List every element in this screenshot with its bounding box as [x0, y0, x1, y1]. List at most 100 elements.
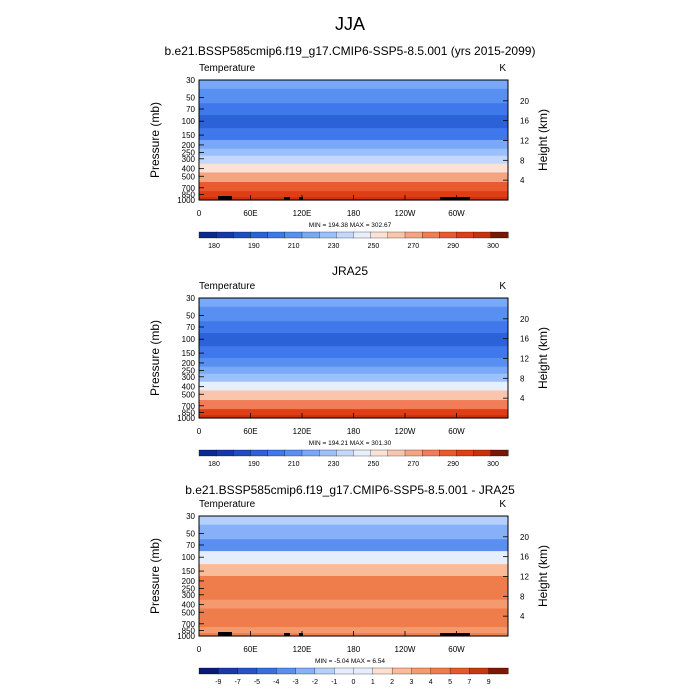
colorbar-label: 9 — [487, 679, 491, 686]
field-band — [199, 163, 508, 174]
colorbar-swatch — [353, 449, 372, 457]
y-tick-label: 850 — [182, 190, 196, 199]
panel-title: b.e21.BSSP585cmip6.f19_g17.CMIP6-SSP5-8.… — [185, 483, 515, 497]
colorbar-swatch — [319, 231, 337, 239]
y-tick-label: 700 — [182, 402, 196, 411]
y-right-tick-label: 20 — [520, 533, 529, 542]
units-label: K — [499, 63, 506, 74]
field-band — [199, 608, 508, 619]
field-band — [199, 591, 508, 601]
colorbar-swatch — [198, 667, 219, 675]
y-tick-label: 100 — [182, 553, 196, 562]
field-band — [199, 584, 508, 593]
colorbar-swatch — [198, 231, 217, 239]
x-tick-label: 120E — [293, 209, 312, 218]
y-right-tick-label: 20 — [520, 97, 529, 106]
y-tick-label: 200 — [182, 141, 196, 150]
colorbar-swatch — [404, 231, 423, 239]
variable-label: Temperature — [199, 499, 256, 510]
colorbar-label: 0 — [352, 679, 356, 686]
y-tick-label: 70 — [186, 105, 195, 114]
y-right-tick-label: 8 — [520, 374, 525, 383]
colorbar-swatch — [336, 231, 355, 239]
x-tick-label: 120W — [395, 427, 416, 436]
x-tick-label: 120W — [395, 209, 416, 218]
colorbar-label: -7 — [235, 679, 241, 686]
colorbar-swatch — [198, 449, 217, 457]
colorbar-swatch — [411, 667, 432, 675]
terrain-mask — [284, 197, 290, 200]
y-tick-label: 30 — [186, 76, 195, 85]
colorbar-swatch — [216, 231, 234, 239]
colorbar-label: 2 — [390, 679, 394, 686]
stats-label: MIN = 194.38 MAX = 302.67 — [309, 222, 392, 229]
colorbar-swatch — [284, 449, 303, 457]
y-tick-label: 30 — [186, 294, 195, 303]
field-bands — [199, 516, 508, 637]
colorbar-swatch — [422, 231, 440, 239]
x-tick-label: 180 — [347, 427, 361, 436]
season-title: JJA — [335, 14, 365, 34]
field-band — [199, 358, 508, 368]
field-band — [199, 172, 508, 183]
panel-2: JRA25 Temperature K3050701001502002503004… — [148, 264, 550, 468]
terrain-mask — [440, 633, 470, 636]
x-tick-label: 120W — [395, 645, 416, 654]
x-tick-label: 60E — [243, 645, 257, 654]
y-tick-label: 1000 — [177, 196, 195, 205]
panel-3: b.e21.BSSP585cmip6.f19_g17.CMIP6-SSP5-8.… — [148, 483, 550, 686]
y-right-tick-label: 8 — [520, 156, 525, 165]
colorbar-swatch — [334, 667, 355, 675]
y-right-tick-label: 12 — [520, 354, 529, 363]
field-band — [199, 390, 508, 401]
colorbar-swatch — [387, 449, 406, 457]
variable-label: Temperature — [199, 63, 256, 74]
field-band — [199, 564, 508, 577]
field-band — [199, 191, 508, 198]
panel-title: b.e21.BSSP585cmip6.f19_g17.CMIP6-SSP5-8.… — [165, 44, 536, 58]
colorbar-label: -4 — [273, 679, 279, 686]
y-tick-label: 50 — [186, 93, 195, 102]
y-tick-label: 300 — [182, 373, 196, 382]
colorbar-label: 290 — [447, 243, 459, 250]
colorbar-swatch — [301, 231, 320, 239]
y-tick-label: 250 — [182, 585, 196, 594]
field-band — [199, 539, 508, 552]
field-band — [199, 298, 508, 308]
field-band — [199, 400, 508, 410]
x-tick-label: 0 — [197, 209, 202, 218]
colorbar-label: 210 — [288, 461, 300, 468]
colorbar-label: 190 — [248, 243, 260, 250]
x-tick-label: 60W — [448, 427, 465, 436]
colorbar-swatch — [439, 449, 458, 457]
y-right-tick-label: 4 — [520, 176, 525, 185]
colorbar-label: -2 — [312, 679, 318, 686]
y-tick-label: 50 — [186, 311, 195, 320]
y-tick-label: 100 — [182, 335, 196, 344]
colorbar-swatch — [295, 667, 316, 675]
x-tick-label: 180 — [347, 645, 361, 654]
y-tick-label: 200 — [182, 577, 196, 586]
y-tick-label: 1000 — [177, 414, 195, 423]
colorbar-swatch — [314, 667, 335, 675]
y-tick-label: 150 — [182, 349, 196, 358]
x-tick-label: 0 — [197, 427, 202, 436]
colorbar-label: 7 — [467, 679, 471, 686]
colorbar-swatch — [449, 667, 470, 675]
y-tick-label: 700 — [182, 620, 196, 629]
units-label: K — [499, 499, 506, 510]
colorbar-label: 180 — [208, 461, 220, 468]
colorbar-label: 270 — [407, 461, 419, 468]
colorbar-swatch — [237, 667, 258, 675]
colorbar: 180 190 210 230 250 270 290 300 — [198, 449, 509, 468]
y-tick-label: 500 — [182, 390, 196, 399]
colorbar-label: 230 — [328, 461, 340, 468]
y-right-tick-label: 16 — [520, 117, 529, 126]
y-right-tick-label: 16 — [520, 335, 529, 344]
colorbar-swatch — [473, 231, 492, 239]
y-tick-label: 300 — [182, 591, 196, 600]
colorbar-swatch — [250, 231, 269, 239]
field-band — [199, 373, 508, 383]
colorbar-swatch — [430, 667, 451, 675]
field-band — [199, 346, 508, 359]
